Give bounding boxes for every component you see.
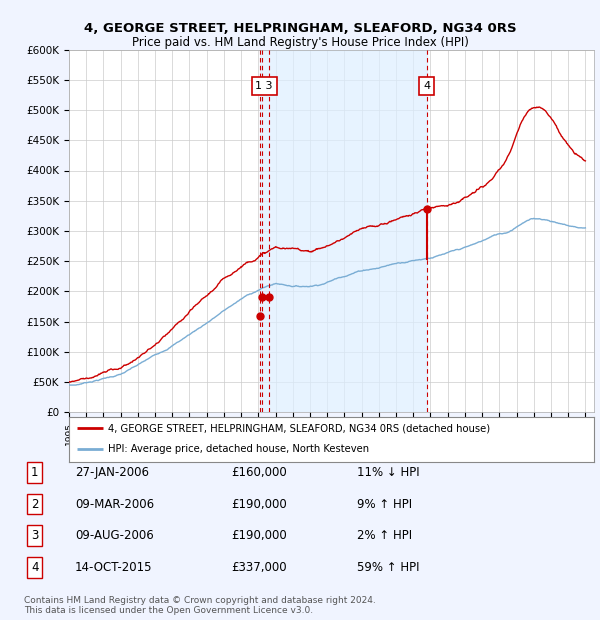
Text: Contains HM Land Registry data © Crown copyright and database right 2024.: Contains HM Land Registry data © Crown c… (24, 596, 376, 604)
Text: £160,000: £160,000 (231, 466, 287, 479)
Text: 3: 3 (31, 529, 38, 542)
Text: 14-OCT-2015: 14-OCT-2015 (75, 561, 152, 574)
Text: 4: 4 (31, 561, 38, 574)
Text: 27-JAN-2006: 27-JAN-2006 (75, 466, 149, 479)
Text: 59% ↑ HPI: 59% ↑ HPI (357, 561, 419, 574)
Bar (260, 50, 427, 412)
Text: 1: 1 (31, 466, 38, 479)
Text: £337,000: £337,000 (231, 561, 287, 574)
Text: 2% ↑ HPI: 2% ↑ HPI (357, 529, 412, 542)
Text: 4, GEORGE STREET, HELPRINGHAM, SLEAFORD, NG34 0RS (detached house): 4, GEORGE STREET, HELPRINGHAM, SLEAFORD,… (109, 423, 491, 433)
Text: 2: 2 (31, 498, 38, 510)
Text: 4, GEORGE STREET, HELPRINGHAM, SLEAFORD, NG34 0RS: 4, GEORGE STREET, HELPRINGHAM, SLEAFORD,… (83, 22, 517, 35)
Text: 1 3: 1 3 (256, 81, 273, 91)
Text: £190,000: £190,000 (231, 529, 287, 542)
Text: £190,000: £190,000 (231, 498, 287, 510)
Text: 09-AUG-2006: 09-AUG-2006 (75, 529, 154, 542)
Text: Price paid vs. HM Land Registry's House Price Index (HPI): Price paid vs. HM Land Registry's House … (131, 36, 469, 49)
Text: 4: 4 (423, 81, 430, 91)
Text: HPI: Average price, detached house, North Kesteven: HPI: Average price, detached house, Nort… (109, 445, 370, 454)
Text: 11% ↓ HPI: 11% ↓ HPI (357, 466, 419, 479)
Text: 9% ↑ HPI: 9% ↑ HPI (357, 498, 412, 510)
Text: This data is licensed under the Open Government Licence v3.0.: This data is licensed under the Open Gov… (24, 606, 313, 615)
Text: 09-MAR-2006: 09-MAR-2006 (75, 498, 154, 510)
